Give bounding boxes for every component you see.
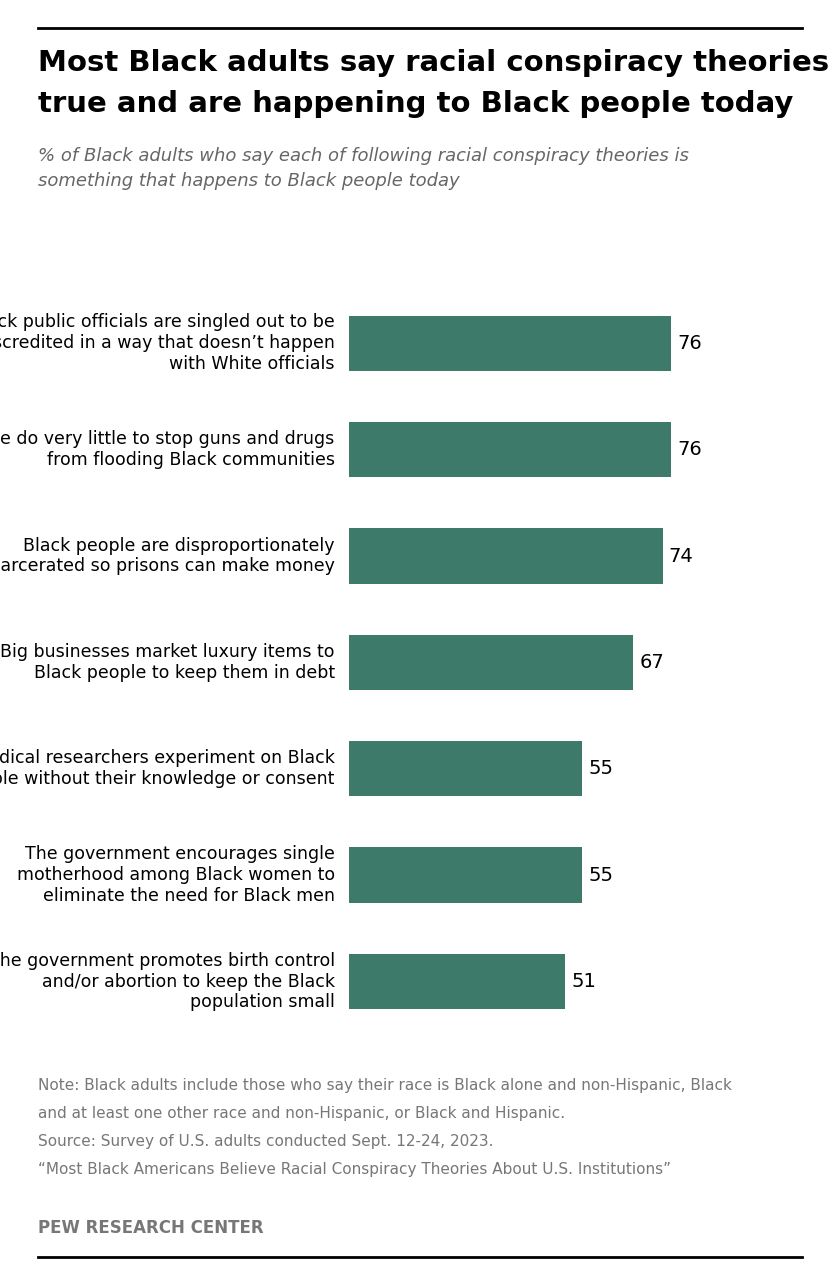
Text: “Most Black Americans Believe Racial Conspiracy Theories About U.S. Institutions: “Most Black Americans Believe Racial Con… bbox=[38, 1162, 671, 1178]
Text: 67: 67 bbox=[639, 653, 664, 672]
Text: 76: 76 bbox=[677, 440, 702, 460]
Text: true and are happening to Black people today: true and are happening to Black people t… bbox=[38, 90, 793, 118]
Bar bbox=[349, 422, 671, 477]
Text: 55: 55 bbox=[588, 759, 613, 778]
Text: 76: 76 bbox=[677, 334, 702, 353]
Bar bbox=[349, 316, 671, 371]
Text: Most Black adults say racial conspiracy theories are: Most Black adults say racial conspiracy … bbox=[38, 49, 840, 77]
Text: 51: 51 bbox=[571, 972, 596, 991]
Bar bbox=[349, 954, 565, 1009]
Bar bbox=[349, 635, 633, 690]
Bar bbox=[349, 741, 582, 796]
Text: % of Black adults who say each of following racial conspiracy theories is
someth: % of Black adults who say each of follow… bbox=[38, 147, 689, 189]
Text: 74: 74 bbox=[669, 547, 694, 566]
Text: Note: Black adults include those who say their race is Black alone and non-Hispa: Note: Black adults include those who say… bbox=[38, 1078, 732, 1093]
Bar bbox=[349, 529, 663, 584]
Bar bbox=[349, 847, 582, 902]
Text: Source: Survey of U.S. adults conducted Sept. 12-24, 2023.: Source: Survey of U.S. adults conducted … bbox=[38, 1134, 493, 1149]
Text: 55: 55 bbox=[588, 865, 613, 884]
Text: PEW RESEARCH CENTER: PEW RESEARCH CENTER bbox=[38, 1219, 264, 1236]
Text: and at least one other race and non-Hispanic, or Black and Hispanic.: and at least one other race and non-Hisp… bbox=[38, 1106, 565, 1121]
